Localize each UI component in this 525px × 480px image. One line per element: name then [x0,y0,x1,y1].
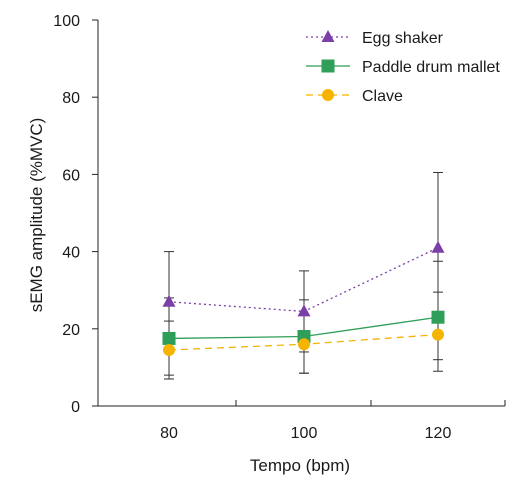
legend-marker-clave [322,89,334,101]
y-tick-label: 60 [62,167,80,184]
data-point-egg-shaker [431,240,445,253]
y-tick-label: 100 [53,13,80,30]
data-point-clave [432,328,444,341]
data-point-clave [163,344,175,357]
data-point-egg-shaker [162,294,176,307]
y-axis-title: sEMG amplitude (%MVC) [27,118,46,313]
data-point-paddle-drum-mallet [431,310,445,324]
axes [92,19,506,407]
data-point-clave [298,338,310,351]
legend-marker-paddle-drum-mallet [321,59,335,73]
y-tick-label: 80 [62,90,80,107]
legend-label-egg-shaker: Egg shaker [362,30,444,47]
x-tick-label: 80 [160,425,178,442]
legend: Egg shaker Paddle drum mallet Clave [306,30,500,105]
legend-marker-egg-shaker [321,30,335,42]
series-markers [162,240,445,357]
data-point-egg-shaker [297,304,311,317]
legend-label-clave: Clave [362,88,403,105]
data-point-paddle-drum-mallet [162,331,176,345]
y-tick-label: 20 [62,322,80,339]
y-tick-label: 0 [71,399,80,416]
x-tick-label: 100 [291,425,318,442]
x-tick-label: 120 [425,425,452,442]
legend-label-paddle-drum-mallet: Paddle drum mallet [362,59,500,76]
y-tick-label: 40 [62,245,80,262]
tick-labels: 0 20 40 60 80 100 80 100 120 [53,13,451,442]
x-axis-title: Tempo (bpm) [250,456,350,475]
